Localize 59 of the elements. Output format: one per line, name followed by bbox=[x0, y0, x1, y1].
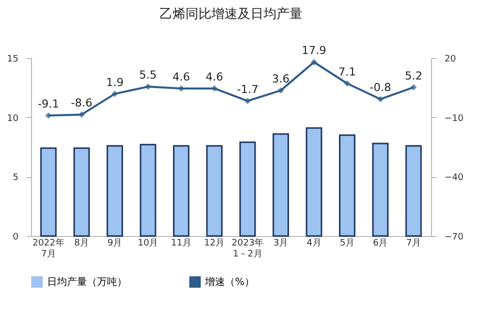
data-label: -9.1 bbox=[38, 98, 60, 111]
bar bbox=[172, 145, 190, 237]
x-tick-label: 3月 bbox=[273, 238, 288, 248]
y-tick-label: 10 bbox=[7, 114, 19, 124]
y2-tick-label: 20 bbox=[444, 54, 456, 64]
point bbox=[144, 84, 152, 90]
bar bbox=[239, 142, 256, 237]
x-tick-label: 2022年 7月 bbox=[32, 238, 64, 260]
bar bbox=[405, 145, 422, 237]
data-label: 3.6 bbox=[272, 72, 290, 86]
x-tick-label: 5月 bbox=[340, 238, 355, 248]
point bbox=[377, 96, 384, 102]
point bbox=[78, 111, 85, 118]
x-tick-label: 6月 bbox=[373, 238, 388, 248]
data-label: 5.2 bbox=[404, 69, 422, 82]
point bbox=[410, 84, 417, 90]
y-tick-label: 5 bbox=[12, 173, 18, 184]
point bbox=[112, 90, 118, 97]
x-tick-label: 10月 bbox=[138, 238, 158, 248]
x-tick-label: 8月 bbox=[74, 238, 89, 248]
x-tick-label: 11月 bbox=[170, 238, 192, 248]
point bbox=[178, 85, 184, 92]
data-label: -1.7 bbox=[236, 82, 258, 96]
point bbox=[278, 87, 284, 94]
point bbox=[310, 58, 318, 66]
bar bbox=[140, 144, 156, 237]
x-tick-label: 9月 bbox=[107, 238, 122, 248]
data-label: 1.9 bbox=[106, 76, 124, 89]
point bbox=[45, 112, 52, 119]
data-label: 5.5 bbox=[139, 68, 157, 82]
point bbox=[344, 80, 350, 87]
bar bbox=[272, 133, 290, 237]
point bbox=[211, 85, 218, 92]
x-tick-label: 2023年 1－2月 bbox=[232, 238, 264, 260]
y2-tick-label: −10 bbox=[444, 114, 464, 124]
data-label: 17.9 bbox=[302, 44, 326, 58]
data-label: 7.1 bbox=[338, 66, 356, 79]
data-label: 4.6 bbox=[172, 70, 190, 84]
x-tick-label: 12月 bbox=[204, 238, 225, 248]
legend-label: 日均产量（万吨） bbox=[47, 276, 127, 288]
bar bbox=[338, 134, 356, 237]
y2-tick-label: −70 bbox=[444, 232, 464, 242]
y-tick-label: 0 bbox=[12, 232, 19, 242]
legend-label: 增速（%） bbox=[204, 276, 255, 288]
y2-tick-label: −40 bbox=[444, 173, 464, 184]
chart-title: 乙烯同比增速及日均产量 bbox=[160, 7, 302, 22]
x-tick-label: 7月 bbox=[406, 238, 421, 248]
data-label: -0.8 bbox=[370, 81, 392, 94]
bar bbox=[372, 142, 389, 237]
bar bbox=[40, 147, 57, 237]
data-label: 4.6 bbox=[206, 70, 224, 84]
bar bbox=[73, 147, 90, 237]
data-label: -8.6 bbox=[70, 96, 92, 110]
x-tick-label: 4月 bbox=[306, 238, 322, 248]
point bbox=[244, 98, 251, 104]
bar bbox=[306, 127, 322, 237]
bar bbox=[106, 145, 124, 237]
bar bbox=[206, 145, 223, 237]
y-tick-label: 15 bbox=[7, 54, 18, 64]
